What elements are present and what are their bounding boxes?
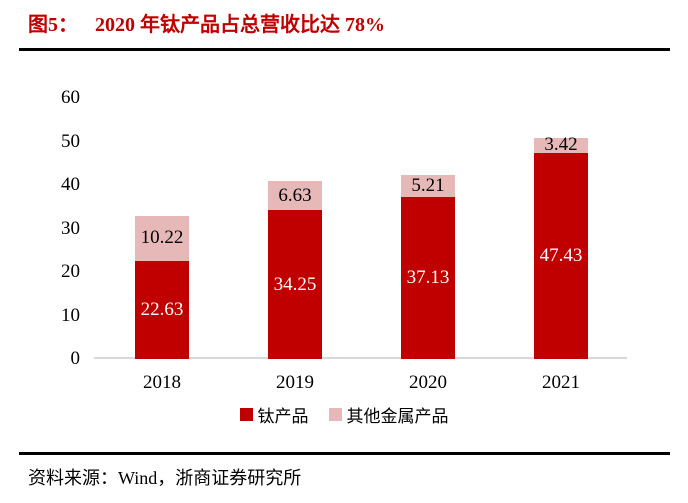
y-tick-label: 40 [61, 174, 80, 195]
y-tick-label: 50 [61, 130, 80, 152]
bar-segment-titanium [401, 197, 455, 359]
chart-legend: 钛产品 其他金属产品 [0, 402, 688, 427]
bar-value-label: 37.13 [406, 267, 450, 289]
y-tick-label: 10 [61, 304, 80, 326]
x-axis-label: 2020 [409, 372, 447, 393]
bar-value-label: 22.63 [140, 298, 184, 320]
x-axis-label: 2021 [542, 372, 580, 393]
x-axis-label: 2018 [143, 372, 181, 393]
bar-segment-titanium [534, 152, 588, 359]
bar-segment-titanium [268, 210, 322, 359]
bar-value-label: 34.25 [273, 273, 317, 295]
figure-title: 图5： 2020 年钛产品占总营收比达 78% [28, 8, 385, 37]
legend-label: 其他金属产品 [346, 407, 449, 426]
y-tick-label: 60 [61, 87, 80, 108]
legend-label: 钛产品 [257, 407, 309, 426]
top-divider [19, 48, 670, 51]
legend-swatch-icon [328, 408, 342, 421]
figure-caption: 2020 年钛产品占总营收比达 78% [95, 14, 385, 36]
source-note: 资料来源：Wind，浙商证券研究所 [28, 468, 302, 488]
y-tick-label: 0 [70, 348, 81, 369]
legend-swatch-icon [239, 408, 253, 421]
y-tick-label: 30 [61, 217, 80, 239]
figure-number-label: 图5： [28, 14, 78, 36]
bar-segment-other-metal [401, 174, 455, 198]
x-axis-line [94, 357, 627, 359]
bar-segment-other-metal [268, 181, 322, 210]
legend-item: 钛产品 [239, 402, 309, 427]
bottom-divider [19, 452, 670, 455]
bar-segment-other-metal [135, 216, 189, 261]
x-axis-label: 2019 [276, 372, 314, 393]
bar-value-label: 10.22 [140, 227, 184, 249]
bar-segment-titanium [135, 260, 189, 359]
y-tick-label: 20 [61, 261, 80, 282]
bar-value-label: 5.21 [411, 175, 445, 197]
legend-item: 其他金属产品 [328, 402, 449, 427]
bar-value-label: 3.42 [544, 134, 578, 156]
bar-segment-other-metal [534, 137, 588, 153]
bar-value-label: 6.63 [278, 184, 312, 206]
bar-value-label: 47.43 [539, 244, 583, 266]
